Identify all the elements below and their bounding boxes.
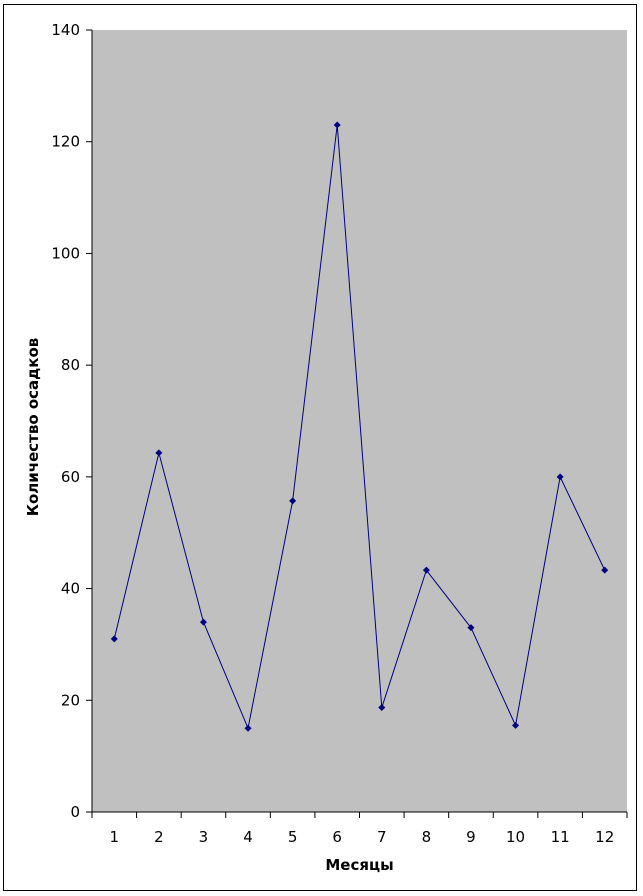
y-tick-label: 60 bbox=[61, 468, 80, 486]
x-tick-label: 3 bbox=[199, 828, 209, 846]
data-point-marker bbox=[378, 704, 386, 712]
y-tick-label: 80 bbox=[61, 356, 80, 374]
x-tick-label: 12 bbox=[595, 828, 614, 846]
y-axis-title: Количество осадков bbox=[24, 338, 42, 517]
x-tick-label: 8 bbox=[422, 828, 432, 846]
data-point-marker bbox=[467, 624, 475, 632]
y-tick-label: 0 bbox=[70, 803, 80, 821]
data-point-marker bbox=[155, 449, 163, 457]
y-tick-label: 100 bbox=[51, 244, 80, 262]
data-point-marker bbox=[556, 473, 564, 481]
series-markers bbox=[110, 121, 609, 732]
x-tick-label: 4 bbox=[243, 828, 253, 846]
x-tick-label: 10 bbox=[506, 828, 525, 846]
x-tick-label: 9 bbox=[466, 828, 476, 846]
y-tick-label: 20 bbox=[61, 691, 80, 709]
data-point-marker bbox=[333, 121, 341, 129]
data-point-marker bbox=[601, 566, 609, 574]
x-tick-label: 2 bbox=[154, 828, 164, 846]
data-point-marker bbox=[199, 618, 207, 626]
x-axis: 1 2 3 4 5 6 7 8 9 10 11 12 bbox=[91, 811, 628, 846]
x-axis-title: Месяцы bbox=[325, 856, 393, 874]
y-tick-label: 120 bbox=[51, 133, 80, 151]
x-tick-label: 6 bbox=[332, 828, 342, 846]
data-point-marker bbox=[244, 724, 252, 732]
data-point-marker bbox=[512, 721, 520, 729]
x-tick-label: 11 bbox=[551, 828, 570, 846]
x-tick-label: 5 bbox=[288, 828, 298, 846]
series-line bbox=[113, 124, 606, 730]
data-point-marker bbox=[110, 635, 118, 643]
y-tick-label: 40 bbox=[61, 580, 80, 598]
y-axis: 0 20 40 60 80 100 120 140 bbox=[51, 21, 93, 821]
y-tick-label: 140 bbox=[51, 21, 80, 39]
x-tick-label: 7 bbox=[377, 828, 387, 846]
x-tick-label: 1 bbox=[110, 828, 120, 846]
data-point-marker bbox=[289, 497, 297, 505]
data-point-marker bbox=[422, 566, 430, 574]
